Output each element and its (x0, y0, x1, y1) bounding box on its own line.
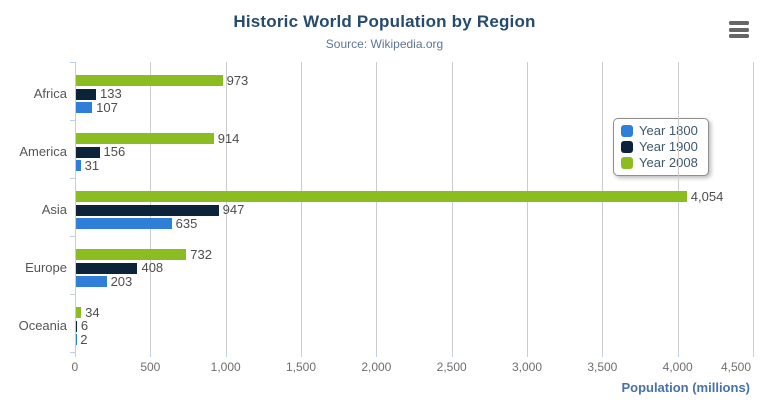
x-axis-tick (75, 352, 76, 357)
hamburger-menu-icon[interactable] (729, 21, 749, 38)
bar-europe-year-2008[interactable] (76, 249, 187, 260)
x-axis-tick (527, 352, 528, 357)
bar-value-label-europe-year-1900: 408 (141, 260, 164, 275)
gridline (225, 62, 227, 352)
bar-asia-year-2008[interactable] (76, 191, 687, 202)
bar-value-label-africa-year-2008: 973 (226, 72, 249, 88)
x-tick-label-1000: 1,000 (210, 360, 241, 374)
hamburger-bar (729, 27, 749, 32)
bar-america-year-2008[interactable] (76, 133, 214, 144)
chart-subtitle: Source: Wikipedia.org (325, 37, 444, 51)
y-axis-tick (70, 352, 75, 353)
x-axis-tick (753, 352, 754, 357)
y-axis-line (75, 62, 76, 352)
bar-america-year-1900[interactable] (76, 146, 100, 158)
x-tick-label-500: 500 (140, 360, 161, 374)
gridline (376, 62, 378, 352)
bar-value-label-asia-year-1800: 635 (175, 215, 198, 231)
legend-label-year-1900: Year 1900 (639, 139, 698, 154)
y-axis-tick (70, 120, 75, 121)
y-axis-tick (70, 294, 75, 295)
bar-value-label-oceania-year-1800: 2 (80, 331, 88, 347)
x-axis-tick (451, 352, 453, 357)
bar-africa-year-2008[interactable] (76, 75, 223, 86)
bar-value-label-africa-year-1900: 133 (100, 86, 122, 101)
bar-america-year-1800[interactable] (76, 160, 81, 171)
x-tick-label-2000: 2,000 (361, 360, 392, 374)
bar-asia-year-1900[interactable] (76, 204, 219, 216)
bar-asia-year-1800[interactable] (76, 218, 172, 229)
x-tick-label-4000: 4,000 (662, 360, 693, 374)
y-axis-tick (70, 178, 75, 179)
category-label-asia: Asia (41, 202, 67, 217)
x-tick-label-3000: 3,000 (512, 360, 543, 374)
x-tick-label-3500: 3,500 (587, 360, 618, 374)
x-axis-tick (376, 352, 378, 357)
bar-europe-year-1900[interactable] (76, 262, 138, 274)
gridline (753, 62, 754, 352)
bar-africa-year-1800[interactable] (76, 102, 93, 113)
category-label-oceania: Oceania (18, 318, 67, 333)
bar-value-label-europe-year-1800: 203 (110, 273, 133, 289)
bar-value-label-asia-year-1900: 947 (222, 202, 245, 217)
gridline (301, 62, 302, 352)
gridline (677, 62, 679, 352)
gridline (527, 62, 528, 352)
hamburger-bar (729, 34, 749, 38)
legend-label-year-2008: Year 2008 (639, 155, 698, 170)
bar-value-label-oceania-year-2008: 34 (85, 304, 100, 320)
legend-swatch-year-1800 (621, 125, 633, 137)
x-axis-title: Population (millions) (621, 380, 750, 395)
bar-oceania-year-1900[interactable] (76, 320, 77, 332)
legend-label-year-1800: Year 1800 (639, 123, 698, 138)
hamburger-bar (729, 21, 749, 25)
bar-value-label-oceania-year-1900: 6 (80, 318, 89, 333)
gridline (451, 62, 453, 352)
x-tick-label-2500: 2,500 (436, 360, 467, 374)
x-axis-tick (225, 352, 227, 357)
legend-item-year-2008[interactable]: Year 2008 (621, 155, 698, 171)
bar-value-label-africa-year-1800: 107 (96, 99, 118, 115)
bar-europe-year-1800[interactable] (76, 276, 107, 287)
legend: Year 1800 Year 1900 Year 2008 (613, 118, 709, 176)
x-axis-tick (301, 352, 302, 357)
x-axis-tick (150, 352, 152, 357)
x-tick-label-0: 0 (71, 360, 79, 374)
legend-item-year-1800[interactable]: Year 1800 (621, 123, 698, 139)
category-label-africa: Africa (33, 86, 67, 101)
bar-value-label-america-year-1800: 31 (84, 157, 100, 173)
x-tick-label-4500: 4,500 (721, 360, 752, 374)
chart-title: Historic World Population by Region (233, 12, 536, 31)
legend-swatch-year-2008 (621, 157, 633, 169)
bar-value-label-asia-year-2008: 4,054 (690, 188, 724, 204)
bar-africa-year-1900[interactable] (76, 88, 97, 100)
y-axis-tick (70, 236, 75, 237)
x-axis-tick (677, 352, 679, 357)
bar-value-label-america-year-2008: 914 (217, 130, 240, 146)
category-label-europe: Europe (25, 260, 67, 275)
bar-value-label-europe-year-2008: 732 (190, 246, 212, 262)
bar-value-label-america-year-1900: 156 (103, 144, 126, 159)
gridline (602, 62, 604, 352)
x-tick-label-1500: 1,500 (286, 360, 317, 374)
category-label-america: America (19, 144, 67, 159)
bar-oceania-year-2008[interactable] (76, 307, 82, 318)
legend-swatch-year-1900 (621, 141, 633, 153)
x-axis-tick (602, 352, 604, 357)
y-axis-tick (70, 62, 75, 63)
legend-item-year-1900[interactable]: Year 1900 (621, 139, 698, 155)
